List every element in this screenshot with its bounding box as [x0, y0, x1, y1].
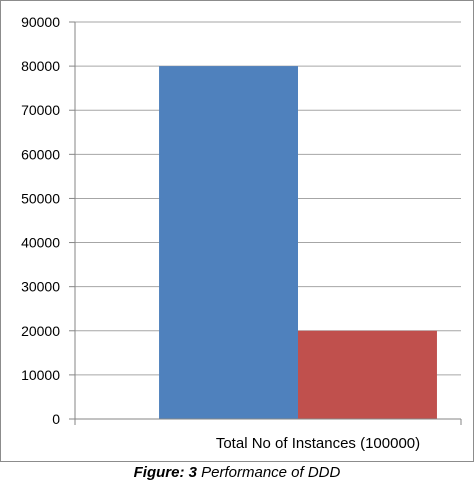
y-tick-label: 60000 — [21, 146, 60, 162]
caption-label: Figure: 3 — [133, 464, 197, 481]
y-tick-label: 10000 — [21, 367, 60, 383]
caption-text: Performance of DDD — [196, 464, 341, 481]
x-category-label: Total No of Instances (100000) — [216, 435, 420, 452]
figure-caption: Figure: 3 Performance of DDD — [0, 464, 474, 481]
y-tick-label: 20000 — [21, 323, 60, 339]
y-tick-label: 80000 — [21, 58, 60, 74]
chart-frame: 0 10000 20000 30000 40000 50000 60000 70000 8000… — [0, 0, 474, 462]
y-tick-label: 30000 — [21, 279, 60, 295]
y-tick-label: 50000 — [21, 190, 60, 206]
bar — [298, 330, 437, 419]
y-tick-label: 70000 — [21, 102, 60, 118]
y-tick-label: 90000 — [21, 14, 60, 30]
bar-chart: 0 10000 20000 30000 40000 50000 60000 70000 8000… — [21, 14, 462, 452]
y-tick-label: 0 — [52, 411, 60, 427]
y-tick-label: 40000 — [21, 235, 60, 251]
bar — [159, 66, 298, 419]
